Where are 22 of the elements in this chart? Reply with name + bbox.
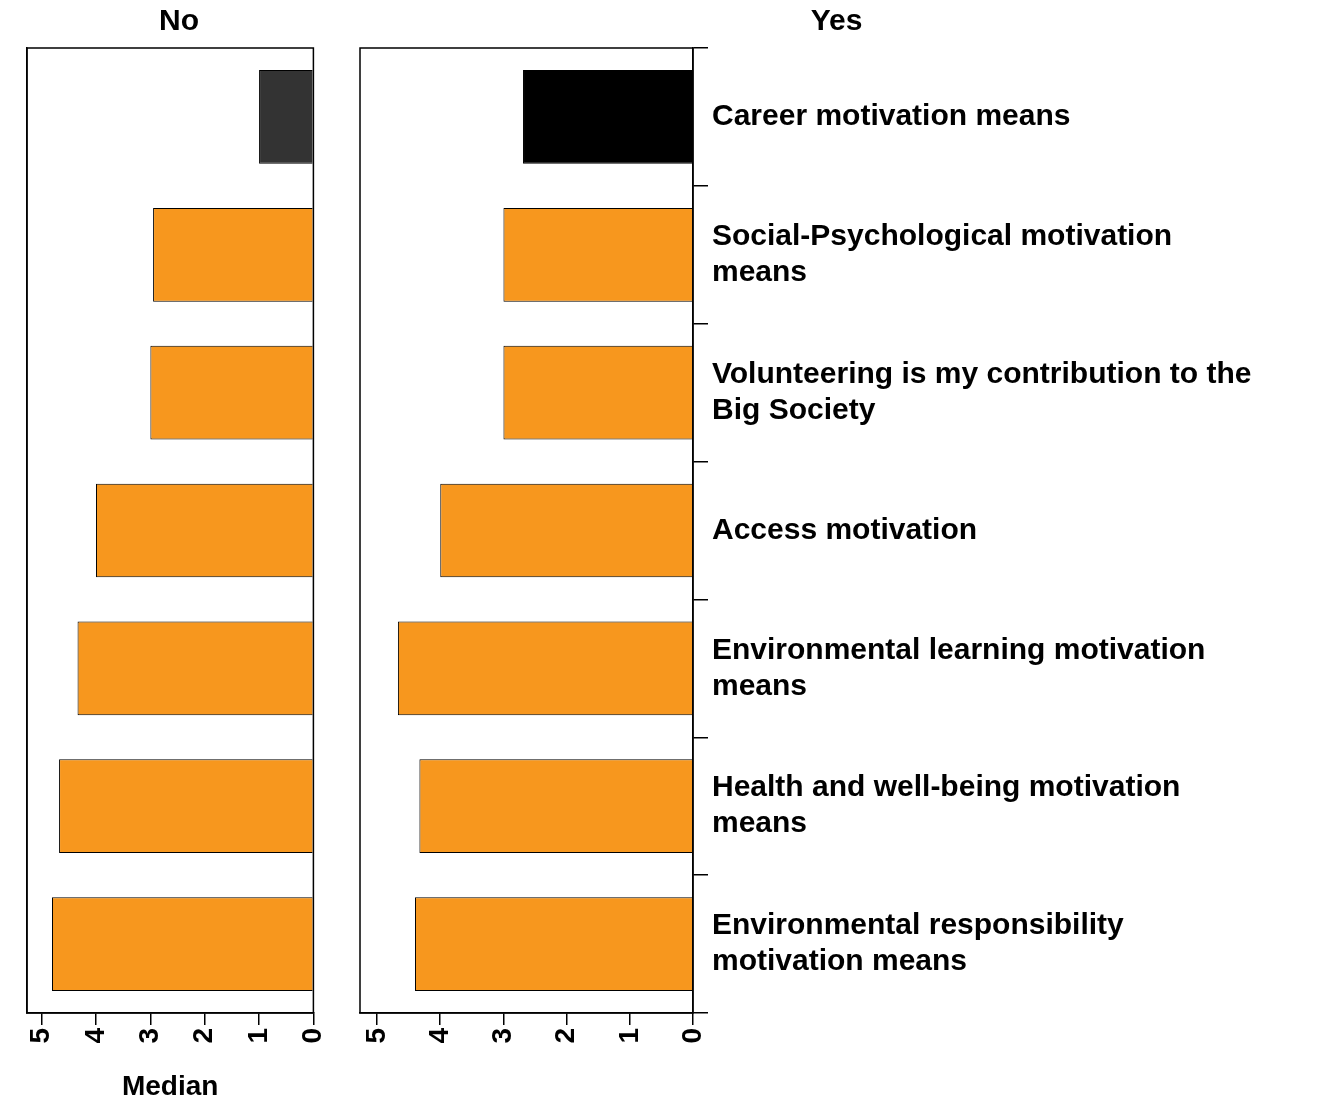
x-tick-label: 1 — [241, 1028, 273, 1044]
x-tick-label: 1 — [612, 1028, 644, 1044]
chart-title: No — [159, 3, 199, 37]
y-tick-label: Access motivation — [712, 511, 978, 545]
x-tick-label: 3 — [133, 1028, 165, 1044]
y-tick-label: Environmental responsibility motivation means — [712, 907, 1125, 977]
x-tick-label: 3 — [486, 1028, 518, 1044]
x-tick-label: 2 — [549, 1028, 581, 1044]
x-tick-label: 2 — [187, 1028, 219, 1044]
x-tick-label: 5 — [24, 1028, 56, 1044]
y-tick-label: Social-Psychological motivation means — [712, 218, 1173, 288]
x-tick-label: 4 — [78, 1027, 110, 1044]
x-tick-label: 4 — [422, 1027, 454, 1044]
x-tick-label: 0 — [675, 1028, 707, 1044]
x-tick-label: 0 — [296, 1028, 328, 1044]
x-tick-label: 5 — [359, 1028, 391, 1044]
y-tick-label: Health and well-being motivation means — [712, 769, 1181, 839]
y-tick-label: Environmental learning motivation means — [712, 631, 1206, 701]
y-tick-label: Volunteering is my contribution to the Big Society — [712, 355, 1252, 425]
x-axis-title: Median — [121, 1069, 219, 1101]
text: Yes — [810, 3, 863, 37]
y-tick-label: Career motivation means — [712, 98, 1071, 132]
